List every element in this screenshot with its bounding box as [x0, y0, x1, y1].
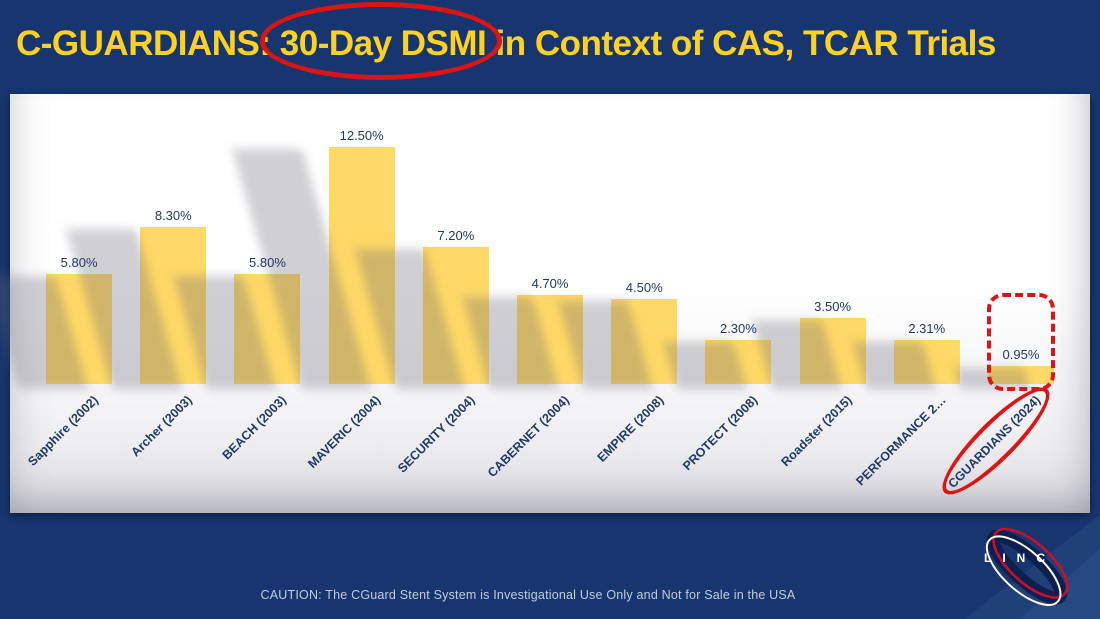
- page-title: C-GUARDIANS: 30-Day DSMI in Context of C…: [16, 2, 1092, 80]
- title-pre: C-GUARDIANS:: [16, 24, 280, 63]
- category-label: Archer (2003): [128, 393, 196, 460]
- title-circled-text: 30-Day DSMI: [279, 24, 487, 63]
- bar-value-label: 5.80%: [249, 255, 286, 270]
- caution-text: CAUTION: The CGuard Stent System is Inve…: [260, 588, 796, 602]
- category-label: MAVERIC (2004): [305, 393, 384, 472]
- category-label: Roadster (2015): [778, 393, 855, 470]
- bar-column: 0.95% CGUARDIANS (2024): [945, 124, 1068, 491]
- bar-column: 3.50% Roadster (2015): [778, 124, 880, 469]
- linc-swoosh-icon: [964, 515, 1100, 619]
- bar: [987, 366, 1054, 384]
- bar-value-label: 0.95%: [1002, 347, 1040, 362]
- chart-panel: 5.80% Sapphire (2002) 8.30% Archer (2003) 5.…: [10, 94, 1090, 513]
- bar-value-label: 2.30%: [719, 321, 757, 336]
- bar-value-label: 12.50%: [339, 128, 384, 143]
- title-post: in Context of CAS, TCAR Trials: [486, 24, 997, 63]
- bar-value-label: 4.70%: [531, 276, 569, 291]
- bar-value-label: 3.50%: [814, 299, 852, 314]
- linc-logo-text: LINC: [984, 551, 1056, 565]
- bar: [893, 340, 960, 384]
- bar-value-label: 7.20%: [437, 228, 475, 243]
- category-label: PROTECT (2008): [680, 393, 761, 474]
- category-label: EMPIRE (2008): [594, 393, 667, 465]
- highlight-dashed-box-annotation: [986, 293, 1055, 391]
- bar-value-label: 5.80%: [60, 255, 98, 270]
- category-label: PERFORMANCE 2…: [853, 393, 949, 489]
- bar-value-label: 4.50%: [625, 280, 663, 295]
- category-label: SECURITY (2004): [395, 393, 478, 476]
- category-label: BEACH (2003): [220, 393, 290, 463]
- bar-value-label: 8.30%: [154, 208, 192, 223]
- bar-value-label: 2.31%: [908, 321, 946, 336]
- category-label: CABERNET (2004): [484, 393, 572, 481]
- bar-chart: 5.80% Sapphire (2002) 8.30% Archer (2003) 5.…: [25, 124, 1068, 491]
- category-label: CGUARDIANS (2024): [945, 393, 1043, 491]
- category-label: Sapphire (2002): [25, 393, 101, 469]
- linc-logo: LINC: [930, 509, 1100, 619]
- bar-column: 2.31% PERFORMANCE 2…: [853, 124, 974, 488]
- title-circled-annotation: 30-Day DSMI: [259, 2, 502, 80]
